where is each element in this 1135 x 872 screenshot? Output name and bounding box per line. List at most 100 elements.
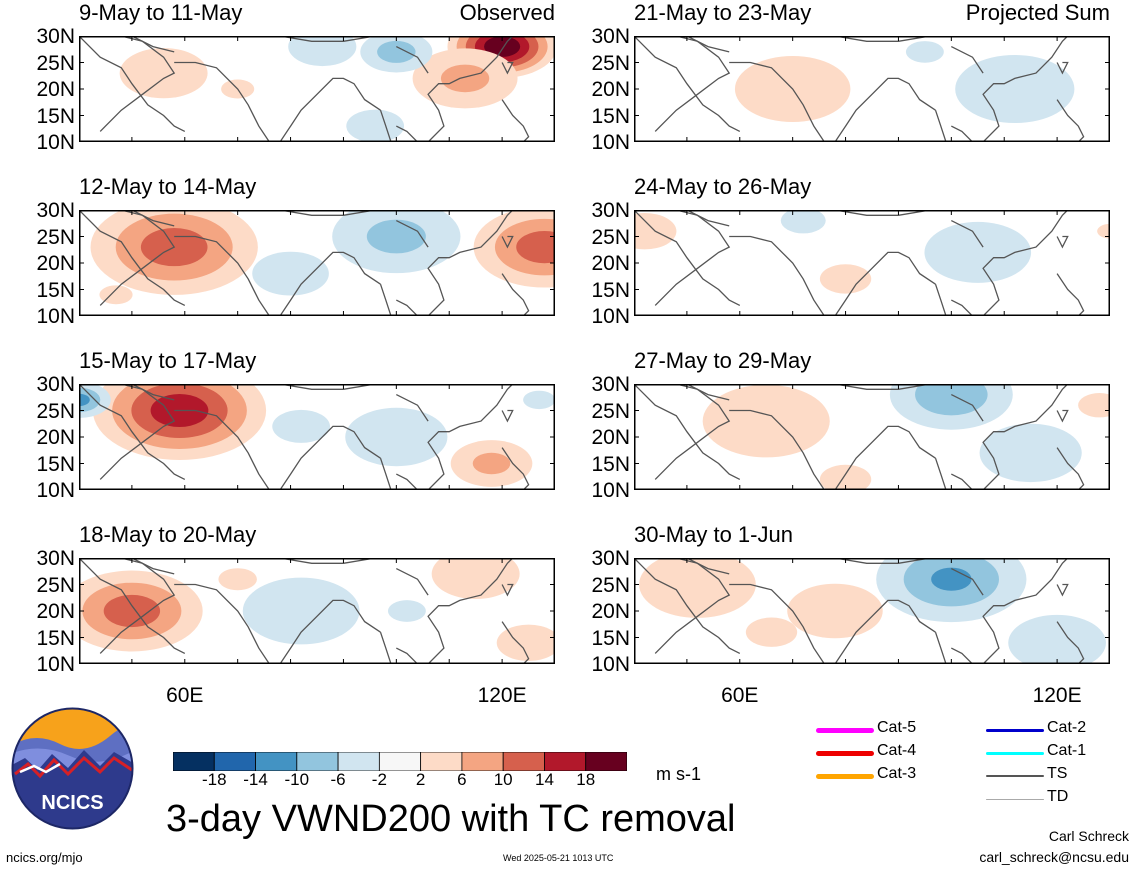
latitude-label: 20N <box>36 426 75 449</box>
colorbar-tick-label: -18 <box>201 770 227 789</box>
contour-level <box>431 558 520 600</box>
map-plot <box>634 210 1110 316</box>
timestamp: Wed 2025-05-21 1013 UTC <box>503 853 614 863</box>
coastline <box>934 631 947 664</box>
coastline <box>79 558 186 654</box>
coastline <box>99 210 176 306</box>
coastline <box>834 77 936 142</box>
latitude-label: 10N <box>591 653 630 676</box>
source-url[interactable]: ncics.org/mjo <box>6 850 83 865</box>
wind-anomaly-feature <box>924 221 1032 283</box>
contour-level <box>218 568 257 591</box>
coastline <box>982 558 1069 664</box>
colorbar-swatch <box>213 752 256 771</box>
coastline <box>131 210 175 227</box>
wind-anomaly-feature <box>242 577 360 645</box>
coastline <box>782 36 931 42</box>
legend-line-swatch <box>986 751 1044 755</box>
latitude-label: 30N <box>36 199 75 222</box>
coastline <box>379 457 392 490</box>
coastline <box>396 299 418 316</box>
wind-anomaly-feature <box>346 109 405 142</box>
contour-level <box>955 54 1075 124</box>
wind-anomaly-feature <box>496 624 555 661</box>
legend-line-swatch <box>986 798 1044 800</box>
coastline <box>427 210 514 316</box>
coastline <box>951 568 984 596</box>
latitude-label: 10N <box>591 305 630 328</box>
contour-level <box>979 423 1082 483</box>
units-label: m s-1 <box>656 764 701 784</box>
contour-level <box>931 567 972 591</box>
wind-anomaly-feature <box>819 264 872 294</box>
colorbar-tick-label: 14 <box>534 770 554 789</box>
latitude-label: 25N <box>591 399 630 423</box>
colorbar <box>173 752 627 771</box>
latitude-label: 30N <box>36 547 75 570</box>
coastline <box>279 77 381 142</box>
colorbar-tick-label: 2 <box>415 770 426 789</box>
latitude-label: 30N <box>36 25 75 48</box>
coastline <box>1056 409 1069 423</box>
coastline <box>1056 621 1085 664</box>
contour-level <box>119 47 208 99</box>
coastline <box>99 384 176 480</box>
colorbar-swatch <box>173 752 215 771</box>
wind-anomaly-feature <box>387 600 426 622</box>
contour-level <box>819 264 872 294</box>
colorbar-tick-label: 10 <box>493 770 513 789</box>
coastline <box>396 220 429 248</box>
contour-level <box>745 617 798 647</box>
wind-anomaly-feature <box>450 440 533 487</box>
coastline <box>427 558 514 664</box>
coastline <box>99 36 176 132</box>
author-email[interactable]: carl_schreck@ncsu.edu <box>979 849 1129 865</box>
contour-level <box>288 36 357 67</box>
coastline <box>782 210 931 216</box>
legend-label: Cat-5 <box>877 719 917 736</box>
map-plot <box>79 36 555 142</box>
wind-anomaly-feature <box>780 210 826 234</box>
map-panel: 24-May to 26-May <box>634 174 1110 316</box>
coastline <box>951 647 973 664</box>
contour-level <box>377 40 416 63</box>
latitude-label: 30N <box>591 25 630 48</box>
panel-date-range: 18-May to 20-May <box>79 522 257 547</box>
coastline <box>396 473 418 490</box>
latitude-label: 15N <box>591 452 630 476</box>
wind-anomaly-feature <box>99 285 133 305</box>
coastline <box>79 384 186 480</box>
coastline <box>634 384 741 480</box>
coastline <box>951 46 984 74</box>
coastline <box>951 473 973 490</box>
coastline <box>982 384 1069 490</box>
coastline <box>279 251 381 316</box>
coastline <box>834 425 936 490</box>
coastline <box>501 409 514 423</box>
coastline <box>982 36 1069 142</box>
panel-date-range: 27-May to 29-May <box>634 348 812 373</box>
legend-line-swatch <box>986 728 1044 732</box>
map-plot <box>634 558 1110 664</box>
contour-level <box>915 384 988 416</box>
wind-anomaly-feature <box>90 210 258 295</box>
wind-anomaly-feature <box>787 583 883 639</box>
coastline <box>174 583 270 664</box>
coastline <box>934 457 947 490</box>
contour-level <box>79 393 90 407</box>
colorbar-swatch <box>502 752 545 771</box>
panel-date-range: 30-May to 1-Jun <box>634 522 793 547</box>
contour-level <box>346 109 405 142</box>
coastline <box>834 599 936 664</box>
latitude-label: 10N <box>36 131 75 154</box>
longitude-label: 60E <box>166 684 204 707</box>
latitude-label: 20N <box>591 426 630 449</box>
contour-level <box>780 210 826 234</box>
map-plot <box>79 210 555 316</box>
column-tag: Observed <box>459 0 555 25</box>
coastline <box>782 558 931 564</box>
contour-level <box>1097 223 1110 239</box>
coastline <box>379 283 392 316</box>
contour-level <box>905 41 944 63</box>
coastline <box>396 568 429 596</box>
